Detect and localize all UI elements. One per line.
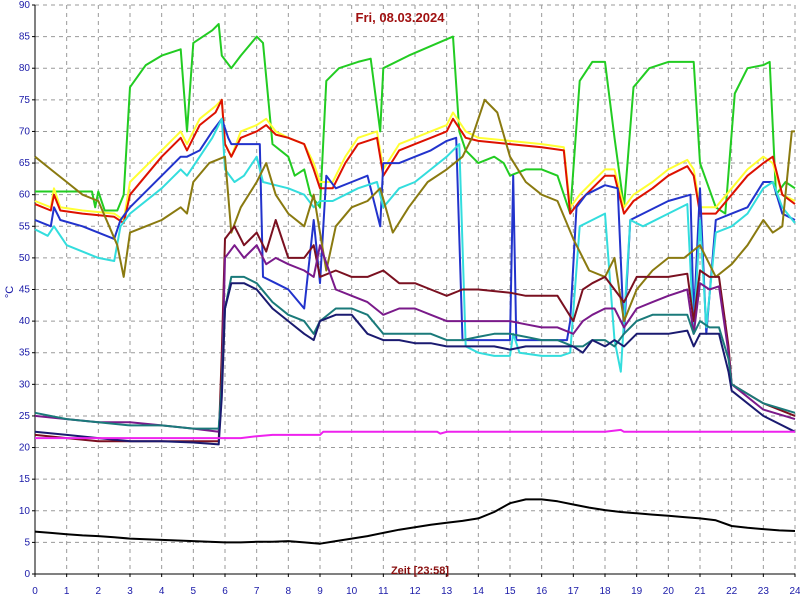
x-tick-label: 16 (536, 586, 548, 597)
series-line-1 (35, 23, 796, 215)
x-tick-label: 8 (286, 586, 292, 597)
series-line-11 (35, 428, 795, 440)
x-tick-label: 9 (317, 586, 323, 597)
series-line-12 (34, 498, 796, 545)
x-tick-label: 20 (663, 586, 675, 597)
series-line-4 (34, 117, 796, 342)
x-tick-label: 18 (599, 586, 611, 597)
series-line-8 (34, 244, 796, 433)
series-line-5 (34, 117, 796, 373)
series-layer (34, 23, 796, 545)
y-axis-label: °C (4, 286, 16, 298)
y-tick-label: 10 (19, 506, 31, 517)
x-tick-label: 1 (64, 586, 70, 597)
y-tick-label: 40 (19, 316, 31, 327)
series-line-2 (34, 98, 796, 221)
chart-title: Fri, 08.03.2024 (356, 10, 446, 25)
x-tick-label: 7 (254, 586, 260, 597)
x-tick-label: 17 (568, 586, 580, 597)
y-tick-label: 80 (19, 63, 31, 74)
series-line-6 (34, 98, 795, 323)
x-tick-label: 4 (159, 586, 165, 597)
y-tick-label: 60 (19, 190, 31, 201)
y-tick-label: 35 (19, 348, 31, 359)
x-tick-label: 13 (441, 586, 453, 597)
x-tick-label: 12 (409, 586, 421, 597)
series-line-7 (34, 219, 796, 443)
x-tick-label: 23 (758, 586, 770, 597)
x-axis-label: Zeit [23:58] (391, 565, 449, 577)
y-tick-label: 55 (19, 221, 31, 232)
y-tick-label: 5 (24, 537, 30, 548)
x-tick-label: 0 (32, 586, 38, 597)
y-tick-label: 65 (19, 158, 31, 169)
grid-layer (34, 4, 796, 575)
y-tick-label: 50 (19, 253, 31, 264)
y-tick-label: 30 (19, 379, 31, 390)
x-tick-label: 2 (96, 586, 102, 597)
y-tick-label: 90 (19, 0, 31, 11)
x-tick-label: 21 (694, 586, 706, 597)
x-tick-label: 22 (726, 586, 738, 597)
x-tick-label: 5 (191, 586, 197, 597)
y-tick-label: 75 (19, 95, 31, 106)
x-tick-label: 15 (504, 586, 516, 597)
x-tick-label: 10 (346, 586, 358, 597)
series-line-10 (34, 282, 796, 446)
x-tick-label: 6 (222, 586, 228, 597)
x-tick-label: 3 (127, 586, 133, 597)
x-tick-label: 11 (378, 586, 389, 597)
y-tick-label: 85 (19, 32, 31, 43)
y-tick-label: 70 (19, 126, 31, 137)
y-tick-label: 25 (19, 411, 31, 422)
x-tick-label: 19 (631, 586, 643, 597)
x-tick-label: 24 (789, 586, 800, 597)
y-tick-label: 45 (19, 285, 31, 296)
y-tick-label: 20 (19, 443, 31, 454)
x-tick-label: 14 (473, 586, 485, 597)
y-tick-label: 0 (24, 569, 30, 580)
y-tick-label: 15 (19, 474, 31, 485)
